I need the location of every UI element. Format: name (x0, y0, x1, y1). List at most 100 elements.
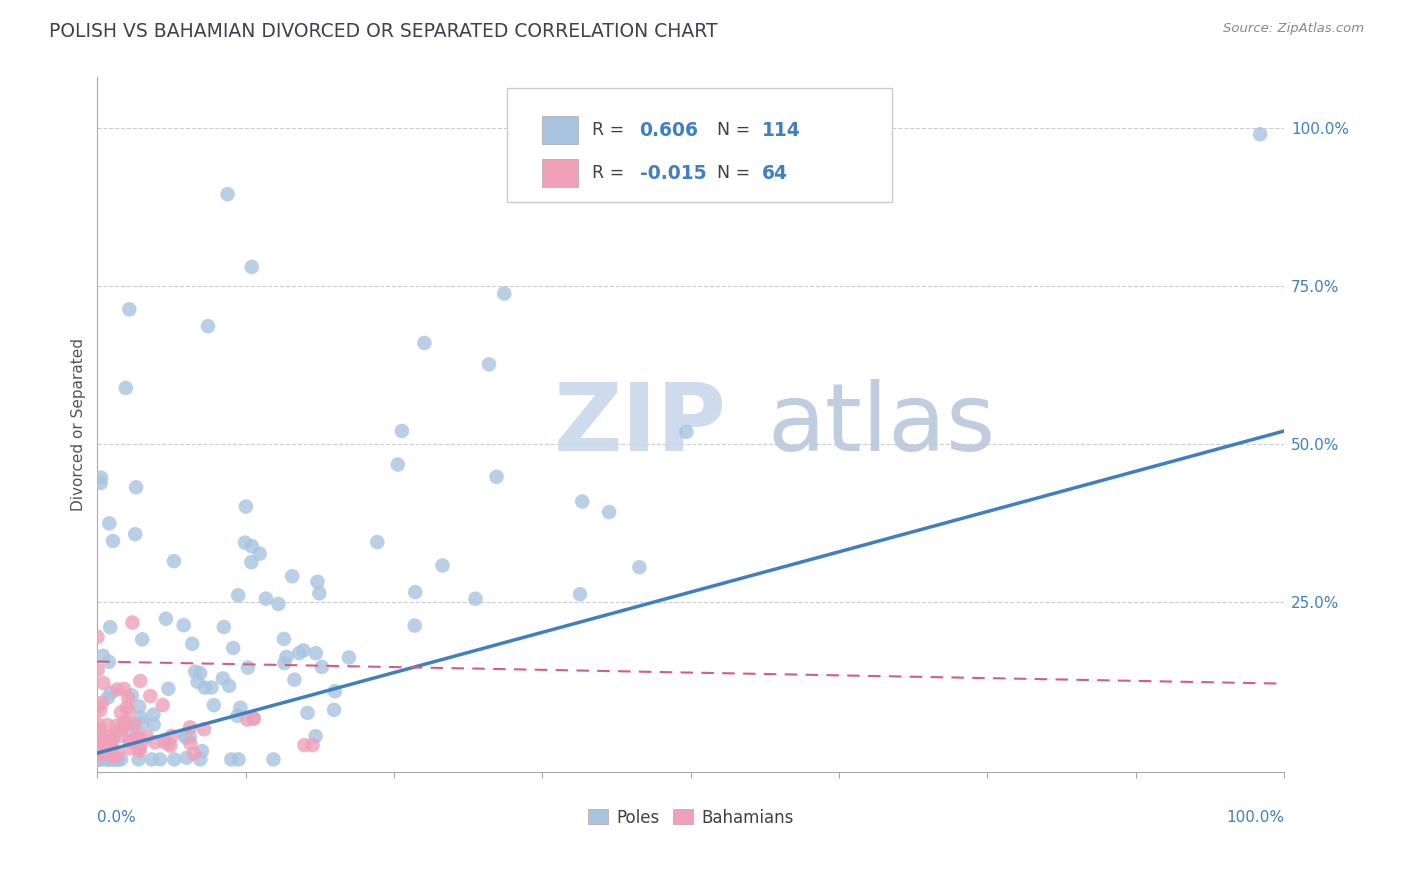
Point (485, 470, 508, 484)
Point (91, 752, 114, 766)
Point (97, 739, 120, 753)
Point (114, 381, 136, 395)
Point (242, 711, 264, 725)
Text: POLISH VS BAHAMIAN DIVORCED OR SEPARATED CORRELATION CHART: POLISH VS BAHAMIAN DIVORCED OR SEPARATED… (49, 22, 718, 41)
Point (87, 739, 110, 754)
Point (240, 555, 263, 569)
Point (212, 620, 235, 634)
Point (404, 585, 426, 599)
Point (1249, 128, 1271, 142)
Text: 0.606: 0.606 (640, 120, 699, 139)
Point (233, 535, 256, 549)
Point (243, 712, 266, 726)
Point (103, 731, 125, 746)
Point (240, 260, 263, 274)
Point (569, 587, 592, 601)
Point (153, 735, 176, 749)
Y-axis label: Divorced or Separated: Divorced or Separated (72, 338, 86, 511)
Point (181, 637, 204, 651)
Point (387, 458, 409, 472)
Point (149, 752, 172, 766)
Point (176, 750, 198, 764)
Point (86, 736, 108, 750)
Point (193, 723, 215, 737)
Point (598, 505, 620, 519)
Point (273, 656, 295, 670)
Text: N =: N = (717, 164, 755, 182)
Point (366, 535, 388, 549)
Text: atlas: atlas (768, 379, 995, 471)
Point (212, 672, 235, 686)
Text: R =: R = (592, 121, 630, 139)
Point (281, 569, 304, 583)
Point (128, 741, 150, 756)
Point (159, 739, 181, 753)
Point (107, 752, 129, 766)
Point (90, 475, 112, 490)
Point (86, 700, 108, 714)
Point (157, 736, 180, 750)
Point (283, 673, 305, 687)
Point (87, 717, 110, 731)
Point (124, 716, 146, 731)
Point (183, 747, 205, 761)
Point (288, 646, 311, 660)
Point (91, 648, 114, 663)
Point (218, 679, 240, 693)
Point (103, 749, 125, 764)
Point (228, 752, 250, 766)
Point (141, 752, 163, 766)
Point (163, 752, 186, 766)
Point (236, 660, 259, 674)
Point (194, 681, 217, 695)
Point (89, 703, 111, 717)
Point (188, 666, 211, 681)
Point (100, 685, 122, 699)
Text: 114: 114 (762, 120, 800, 139)
Point (87, 742, 110, 756)
Point (110, 752, 132, 766)
Point (112, 720, 135, 734)
Point (121, 689, 143, 703)
Point (494, 286, 516, 301)
Point (90, 747, 112, 761)
Point (90, 752, 112, 766)
Point (273, 632, 295, 646)
Point (294, 738, 316, 752)
Point (179, 720, 201, 734)
Point (120, 734, 142, 748)
Point (226, 709, 249, 723)
Point (297, 706, 319, 720)
Point (157, 681, 180, 696)
Point (101, 752, 124, 766)
Point (89, 729, 111, 743)
Point (262, 752, 284, 766)
Point (221, 752, 243, 766)
Point (132, 716, 155, 731)
Point (628, 560, 651, 574)
Point (413, 336, 436, 351)
Point (101, 731, 124, 746)
Point (292, 643, 315, 657)
Point (121, 615, 143, 630)
Point (112, 681, 135, 696)
Point (129, 738, 152, 752)
Point (311, 660, 333, 674)
Point (276, 649, 298, 664)
Point (105, 682, 128, 697)
Text: N =: N = (717, 121, 755, 139)
Point (97, 752, 120, 766)
Text: Source: ZipAtlas.com: Source: ZipAtlas.com (1223, 22, 1364, 36)
Point (152, 698, 174, 712)
Point (96, 718, 118, 732)
Point (124, 527, 146, 541)
Point (307, 574, 329, 589)
Point (217, 187, 239, 202)
Point (304, 729, 326, 743)
Point (179, 736, 201, 750)
Point (86, 742, 108, 756)
Point (129, 673, 152, 688)
Point (142, 717, 165, 731)
Point (101, 748, 124, 763)
Point (129, 710, 152, 724)
